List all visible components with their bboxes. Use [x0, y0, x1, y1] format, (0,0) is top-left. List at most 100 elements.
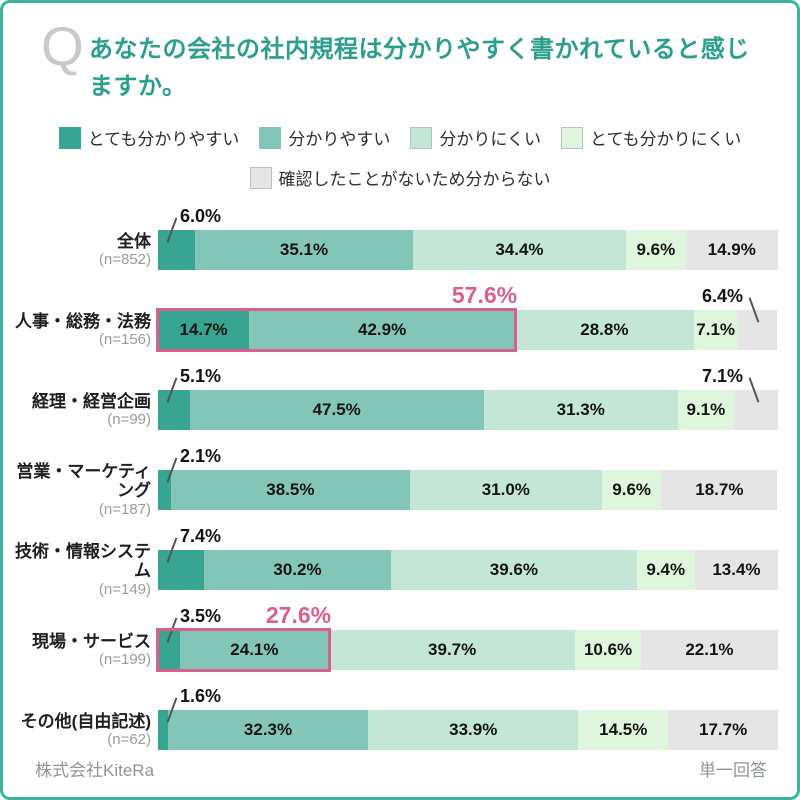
- row-label: 技術・情報システム (n=149): [3, 542, 151, 598]
- row-category: 全体: [117, 231, 151, 251]
- row-label: 経理・経営企画 (n=99): [3, 390, 151, 430]
- segment-value: 22.1%: [685, 640, 734, 659]
- highlight-total: 27.6%: [265, 602, 332, 628]
- bar: 32.3% 33.9% 14.5% 17.7%: [158, 710, 778, 750]
- stacked-bar-chart: 全体 (n=852) 35.1% 34.4% 9.6% 14.9% 6.0% 人事・総務・法務…: [3, 204, 797, 764]
- segment-value: 9.4%: [646, 560, 686, 579]
- row-n-count: (n=99): [107, 411, 151, 429]
- segment-value: 33.9%: [449, 720, 498, 739]
- bar-segment: [158, 630, 180, 670]
- footer: 株式会社KiteRa 単一回答: [35, 756, 767, 781]
- bar-segment: 42.9%: [249, 310, 516, 350]
- chart-row: 人事・総務・法務 (n=156) 14.7% 42.9% 28.8% 7.1% 6.4% 57…: [3, 282, 797, 364]
- page-title: あなたの会社の社内規程は分かりやすく書かれていると感じますか。: [89, 36, 750, 101]
- bar-segment: 34.4%: [412, 230, 627, 270]
- segment-value: 35.1%: [279, 240, 329, 259]
- row-n-count: (n=187): [98, 500, 151, 518]
- row-n-count: (n=852): [98, 251, 151, 269]
- row-label: 営業・マーケティング (n=187): [3, 462, 151, 518]
- callout-value: 6.0%: [180, 206, 222, 226]
- segment-value: 42.9%: [358, 320, 407, 339]
- legend-swatch: [259, 126, 282, 149]
- callout-value: 6.4%: [701, 286, 743, 306]
- bar-segment: [158, 550, 204, 590]
- segment-value: 47.5%: [312, 400, 361, 419]
- question-mark: Q: [41, 15, 84, 77]
- row-label: 全体 (n=852): [3, 230, 151, 270]
- bar-segment: 30.2%: [203, 550, 392, 590]
- bar: 47.5% 31.3% 9.1%: [158, 390, 778, 430]
- bar: 35.1% 34.4% 9.6% 14.9%: [158, 230, 778, 270]
- legend-label: とても分かりにくい: [590, 130, 742, 149]
- row-category: 経理・経営企画: [32, 391, 151, 411]
- callout-value: 7.1%: [701, 366, 743, 386]
- bar: 14.7% 42.9% 28.8% 7.1%: [158, 310, 778, 350]
- bar-segment: 17.7%: [668, 710, 778, 750]
- bar-segment: 9.6%: [601, 470, 662, 510]
- segment-value: 13.4%: [712, 560, 761, 579]
- legend-row-1: とても分かりやすい 分かりやすい 分かりにくい とても分かりにくい: [3, 125, 797, 150]
- segment-value: 18.7%: [695, 480, 744, 499]
- segment-value: 7.1%: [696, 320, 736, 339]
- row-label: 現場・サービス (n=199): [3, 630, 151, 670]
- bar-segment: 10.6%: [575, 630, 641, 670]
- bar-segment: 22.1%: [640, 630, 778, 670]
- bar: 38.5% 31.0% 9.6% 18.7%: [158, 470, 778, 510]
- legend-label: 確認したことがないため分からない: [278, 170, 551, 189]
- segment-value: 10.6%: [583, 640, 633, 659]
- chart-row: 全体 (n=852) 35.1% 34.4% 9.6% 14.9% 6.0%: [3, 204, 797, 284]
- bar-segment: [158, 390, 190, 430]
- segment-value: 30.2%: [273, 560, 322, 579]
- segment-value: 32.3%: [243, 720, 293, 739]
- bar-segment: 18.7%: [661, 470, 778, 510]
- row-label: 人事・総務・法務 (n=156): [3, 310, 151, 350]
- segment-value: 31.0%: [481, 480, 530, 499]
- bar-segment: 33.9%: [368, 710, 579, 750]
- segment-value: 14.5%: [599, 720, 648, 739]
- legend-label: 分かりやすい: [288, 130, 391, 149]
- bar-segment: 13.4%: [694, 550, 778, 590]
- bar: 30.2% 39.6% 9.4% 13.4%: [158, 550, 778, 590]
- row-category: 営業・マーケティング: [16, 461, 151, 501]
- bar-segment: 14.9%: [685, 230, 778, 270]
- bar-segment: 9.1%: [677, 390, 735, 430]
- callout-value: 1.6%: [180, 686, 222, 706]
- callout-value: 7.4%: [180, 526, 222, 546]
- chart-row: 技術・情報システム (n=149) 30.2% 39.6% 9.4% 13.4% 7.4%: [3, 524, 797, 604]
- row-category: その他(自由記述): [20, 711, 151, 731]
- legend-label: とても分かりやすい: [87, 130, 240, 149]
- segment-value: 24.1%: [230, 640, 279, 659]
- callout-value: 3.5%: [180, 606, 222, 626]
- segment-value: 14.7%: [179, 320, 228, 339]
- segment-value: 14.9%: [707, 240, 756, 259]
- chart-row: 経理・経営企画 (n=99) 47.5% 31.3% 9.1% 5.1% 7.1%: [3, 364, 797, 444]
- segment-value: 31.3%: [556, 400, 605, 419]
- row-category: 現場・サービス: [32, 631, 151, 651]
- row-category: 人事・総務・法務: [15, 311, 151, 331]
- chart-row: 現場・サービス (n=199) 24.1% 39.7% 10.6% 22.1% 3.5% 27…: [3, 602, 797, 684]
- row-n-count: (n=149): [98, 580, 151, 598]
- bar-segment: 9.4%: [636, 550, 695, 590]
- legend-item: とても分かりやすい: [58, 125, 240, 150]
- bar-segment: 39.6%: [391, 550, 637, 590]
- bar-segment: 14.7%: [158, 310, 250, 350]
- legend-swatch: [410, 126, 433, 149]
- callout-value: 2.1%: [180, 446, 222, 466]
- row-label: その他(自由記述) (n=62): [3, 710, 151, 750]
- bar-segment: 24.1%: [179, 630, 330, 670]
- segment-value: 34.4%: [495, 240, 544, 259]
- legend-item: 確認したことがないため分からない: [249, 165, 551, 190]
- legend-row-2: 確認したことがないため分からない: [3, 165, 797, 190]
- bar-segment: 31.0%: [409, 470, 602, 510]
- bar-segment: 47.5%: [189, 390, 484, 430]
- legend-item: とても分かりにくい: [561, 125, 741, 150]
- chart-row: 営業・マーケティング (n=187) 38.5% 31.0% 9.6% 18.7% 2.1%: [3, 444, 797, 524]
- segment-value: 9.6%: [636, 240, 676, 259]
- segment-value: 38.5%: [266, 480, 315, 499]
- segment-value: 9.6%: [612, 480, 652, 499]
- row-n-count: (n=62): [107, 731, 151, 749]
- legend-swatch: [58, 126, 81, 149]
- segment-value: 39.7%: [428, 640, 477, 659]
- bar-segment: 35.1%: [195, 230, 413, 270]
